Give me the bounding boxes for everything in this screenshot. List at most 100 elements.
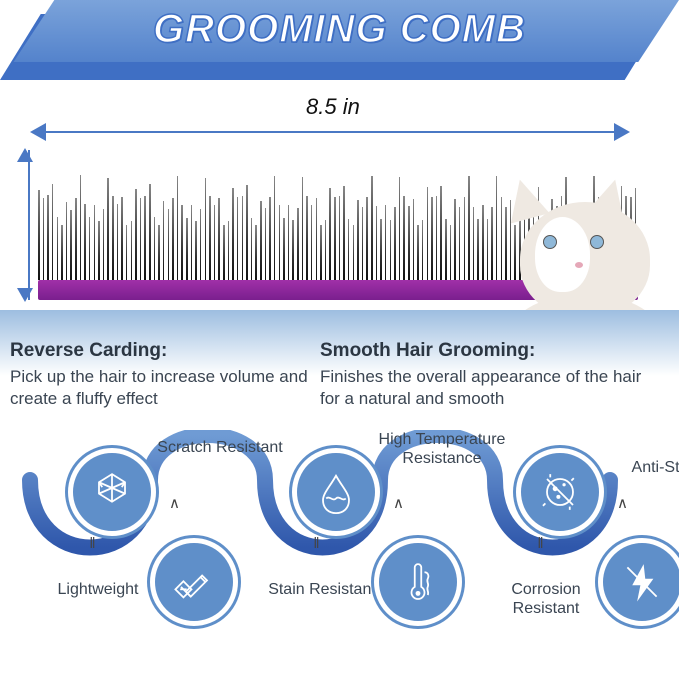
comb-tooth bbox=[459, 207, 461, 280]
comb-tooth bbox=[163, 201, 165, 280]
comb-tooth bbox=[242, 196, 244, 280]
comb-tooth bbox=[408, 206, 410, 280]
comb-tooth bbox=[343, 186, 345, 280]
comb-tooth bbox=[366, 197, 368, 280]
anti-static-label: Anti-Static bbox=[598, 458, 679, 477]
comb-tooth bbox=[84, 204, 86, 280]
chevron-down-corrosion: ‖ bbox=[521, 538, 561, 551]
height-label: 1.2 in bbox=[0, 134, 2, 183]
comb-tooth bbox=[473, 207, 475, 280]
comb-tooth bbox=[57, 217, 59, 280]
corrosion-resistant-icon-circle bbox=[516, 448, 604, 536]
corrosion-resistant-label: Corrosion Resistant bbox=[476, 580, 616, 618]
comb-tooth bbox=[325, 220, 327, 280]
comb-tooth bbox=[80, 175, 82, 280]
comb-tooth bbox=[126, 225, 128, 280]
lightweight-icon bbox=[86, 466, 138, 518]
comb-tooth bbox=[47, 195, 49, 280]
comb-tooth bbox=[311, 205, 313, 280]
comb-tooth bbox=[209, 196, 211, 280]
comb-tooth bbox=[348, 219, 350, 280]
width-label: 8.5 in bbox=[300, 94, 366, 120]
comb-tooth bbox=[390, 220, 392, 280]
comb-tooth bbox=[168, 209, 170, 280]
comb-tooth bbox=[362, 207, 364, 280]
comb-tooth bbox=[255, 225, 257, 280]
comb-tooth bbox=[205, 178, 207, 280]
comb-tooth bbox=[43, 198, 45, 280]
comb-tooth bbox=[232, 188, 234, 280]
chevron-down-stain: ‖ bbox=[297, 538, 337, 551]
comb-tooth bbox=[200, 209, 202, 280]
lightweight-icon-circle bbox=[68, 448, 156, 536]
comb-tooth bbox=[417, 225, 419, 280]
chevron-down-lightweight: ‖ bbox=[73, 538, 113, 551]
comb-tooth bbox=[260, 201, 262, 280]
comb-tooth bbox=[274, 176, 276, 280]
comb-tooth bbox=[288, 205, 290, 280]
comb-tooth bbox=[135, 189, 137, 280]
comb-illustration: 8.5 in 1.2 in bbox=[0, 92, 679, 302]
grooming-comb-infographic: GROOMING COMB 8.5 in 1.2 in bbox=[0, 0, 679, 679]
comb-tooth bbox=[440, 186, 442, 280]
banner-title-text: GROOMING COMB bbox=[153, 7, 526, 56]
comb-tooth bbox=[70, 210, 72, 280]
comb-tooth bbox=[436, 196, 438, 280]
height-dimension bbox=[22, 150, 36, 300]
anti-static-icon-circle bbox=[598, 538, 679, 626]
comb-tooth bbox=[427, 187, 429, 280]
comb-tooth bbox=[380, 219, 382, 280]
comb-tooth bbox=[353, 225, 355, 280]
comb-tooth bbox=[491, 207, 493, 280]
bacteria-icon bbox=[534, 466, 586, 518]
comb-tooth bbox=[283, 218, 285, 280]
stain-resistant-icon-circle bbox=[292, 448, 380, 536]
arrow-left-icon bbox=[30, 123, 46, 141]
comb-tooth bbox=[334, 197, 336, 280]
high-temp-resistance-icon-circle bbox=[374, 538, 462, 626]
arrow-right-icon bbox=[614, 123, 630, 141]
comb-tooth bbox=[117, 204, 119, 280]
comb-tooth bbox=[399, 177, 401, 280]
comb-tooth bbox=[103, 209, 105, 280]
comb-tooth bbox=[98, 221, 100, 280]
comb-tooth bbox=[265, 208, 267, 280]
lightweight-label: Lightweight bbox=[28, 580, 168, 599]
comb-tooth bbox=[246, 185, 248, 280]
title-banner: GROOMING COMB bbox=[0, 0, 679, 80]
description-band: Reverse Carding: Pick up the hair to inc… bbox=[0, 310, 679, 420]
comb-tooth bbox=[223, 225, 225, 280]
comb-tooth bbox=[237, 197, 239, 280]
comb-tooth bbox=[214, 205, 216, 280]
comb-tooth bbox=[316, 198, 318, 280]
comb-tooth bbox=[394, 207, 396, 280]
arrow-down-icon bbox=[17, 288, 33, 302]
comb-tooth bbox=[154, 217, 156, 280]
smooth-grooming-block: Smooth Hair Grooming: Finishes the overa… bbox=[320, 340, 650, 410]
comb-tooth bbox=[149, 184, 151, 280]
comb-tooth bbox=[121, 197, 123, 280]
comb-tooth bbox=[89, 217, 91, 280]
comb-tooth bbox=[61, 225, 63, 280]
comb-tooth bbox=[477, 219, 479, 280]
comb-tooth bbox=[454, 199, 456, 280]
width-dimension bbox=[30, 122, 630, 142]
comb-tooth bbox=[66, 202, 68, 280]
lightning-icon bbox=[616, 556, 668, 608]
comb-tooth bbox=[302, 177, 304, 280]
comb-tooth bbox=[52, 184, 54, 280]
comb-tooth bbox=[195, 221, 197, 280]
comb-tooth bbox=[422, 220, 424, 280]
comb-tooth bbox=[177, 176, 179, 280]
comb-tooth bbox=[385, 205, 387, 280]
comb-tooth bbox=[487, 219, 489, 280]
reverse-carding-block: Reverse Carding: Pick up the hair to inc… bbox=[10, 340, 340, 410]
comb-tooth bbox=[320, 225, 322, 280]
arrow-up-icon bbox=[17, 148, 33, 162]
comb-tooth bbox=[94, 205, 96, 280]
comb-tooth bbox=[371, 176, 373, 280]
chevron-up-temp: ∧ bbox=[379, 498, 419, 511]
comb-tooth bbox=[140, 198, 142, 280]
droplet-icon bbox=[310, 466, 362, 518]
comb-tooth bbox=[144, 196, 146, 280]
